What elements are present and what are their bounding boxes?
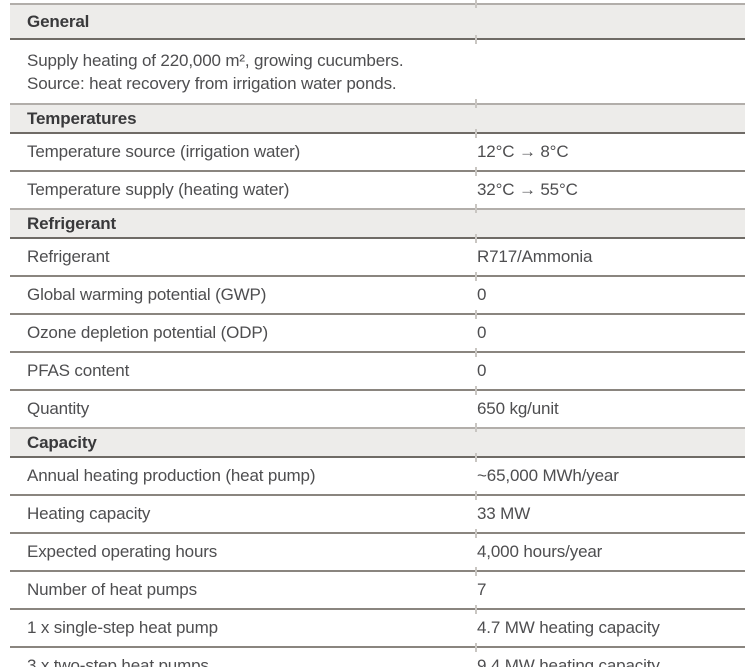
row-value: 12°C → 8°C <box>477 142 569 161</box>
table-row: PFAS content 0 <box>10 348 745 389</box>
row-label: Expected operating hours <box>27 542 218 561</box>
section-title: Capacity <box>27 432 97 452</box>
table-row: Heating capacity 33 MW <box>10 491 745 532</box>
row-value: R717/Ammonia <box>477 247 593 266</box>
row-value: 650 kg/unit <box>477 399 559 418</box>
table-row: Temperature supply (heating water) 32°C … <box>10 167 745 208</box>
table-row: 3 x two-step heat pumps 9.4 MW heating c… <box>10 643 745 667</box>
row-value: 7 <box>477 580 487 599</box>
section-header-refrigerant: Refrigerant <box>10 204 745 243</box>
section-title: Refrigerant <box>27 213 117 233</box>
table-row: Global warming potential (GWP) 0 <box>10 272 745 313</box>
table-row: Expected operating hours 4,000 hours/yea… <box>10 529 745 570</box>
section-header-capacity: Capacity <box>10 423 745 462</box>
spec-table: General Supply heating of 220,000 m², gr… <box>10 0 745 667</box>
section-title: Temperatures <box>27 108 137 128</box>
row-label: PFAS content <box>27 361 130 380</box>
row-label: Refrigerant <box>27 247 110 266</box>
row-value: 0 <box>477 285 487 304</box>
general-description: Supply heating of 220,000 m², growing cu… <box>10 40 745 103</box>
row-label: Temperature supply (heating water) <box>27 180 290 199</box>
row-label: Global warming potential (GWP) <box>27 285 267 304</box>
table-row: Number of heat pumps 7 <box>10 567 745 608</box>
row-value: 0 <box>477 323 487 342</box>
row-value: 9.4 MW heating capacity <box>477 656 660 667</box>
section-title: General <box>27 11 90 31</box>
description-line: Supply heating of 220,000 m², growing cu… <box>27 51 404 70</box>
row-label: 3 x two-step heat pumps <box>27 656 209 667</box>
description-line: Source: heat recovery from irrigation wa… <box>27 74 397 93</box>
row-value: 32°C → 55°C <box>477 180 578 199</box>
row-label: Annual heating production (heat pump) <box>27 466 316 485</box>
row-value: 0 <box>477 361 487 380</box>
section-header-general: General <box>10 0 745 44</box>
row-label: Ozone depletion potential (ODP) <box>27 323 269 342</box>
table-row: Ozone depletion potential (ODP) 0 <box>10 310 745 351</box>
table-row: Quantity 650 kg/unit <box>10 386 745 427</box>
table-row: Annual heating production (heat pump) ~6… <box>10 458 745 494</box>
table-row: Temperature source (irrigation water) 12… <box>10 134 745 170</box>
row-value: 4.7 MW heating capacity <box>477 618 660 637</box>
row-label: Quantity <box>27 399 90 418</box>
row-label: Temperature source (irrigation water) <box>27 142 301 161</box>
table-row: Refrigerant R717/Ammonia <box>10 239 745 275</box>
row-label: 1 x single-step heat pump <box>27 618 218 637</box>
row-value: 33 MW <box>477 504 531 523</box>
row-label: Number of heat pumps <box>27 580 197 599</box>
row-label: Heating capacity <box>27 504 151 523</box>
row-value: 4,000 hours/year <box>477 542 603 561</box>
row-value: ~65,000 MWh/year <box>477 466 619 485</box>
section-header-temperatures: Temperatures <box>10 99 745 138</box>
table-row: 1 x single-step heat pump 4.7 MW heating… <box>10 605 745 646</box>
